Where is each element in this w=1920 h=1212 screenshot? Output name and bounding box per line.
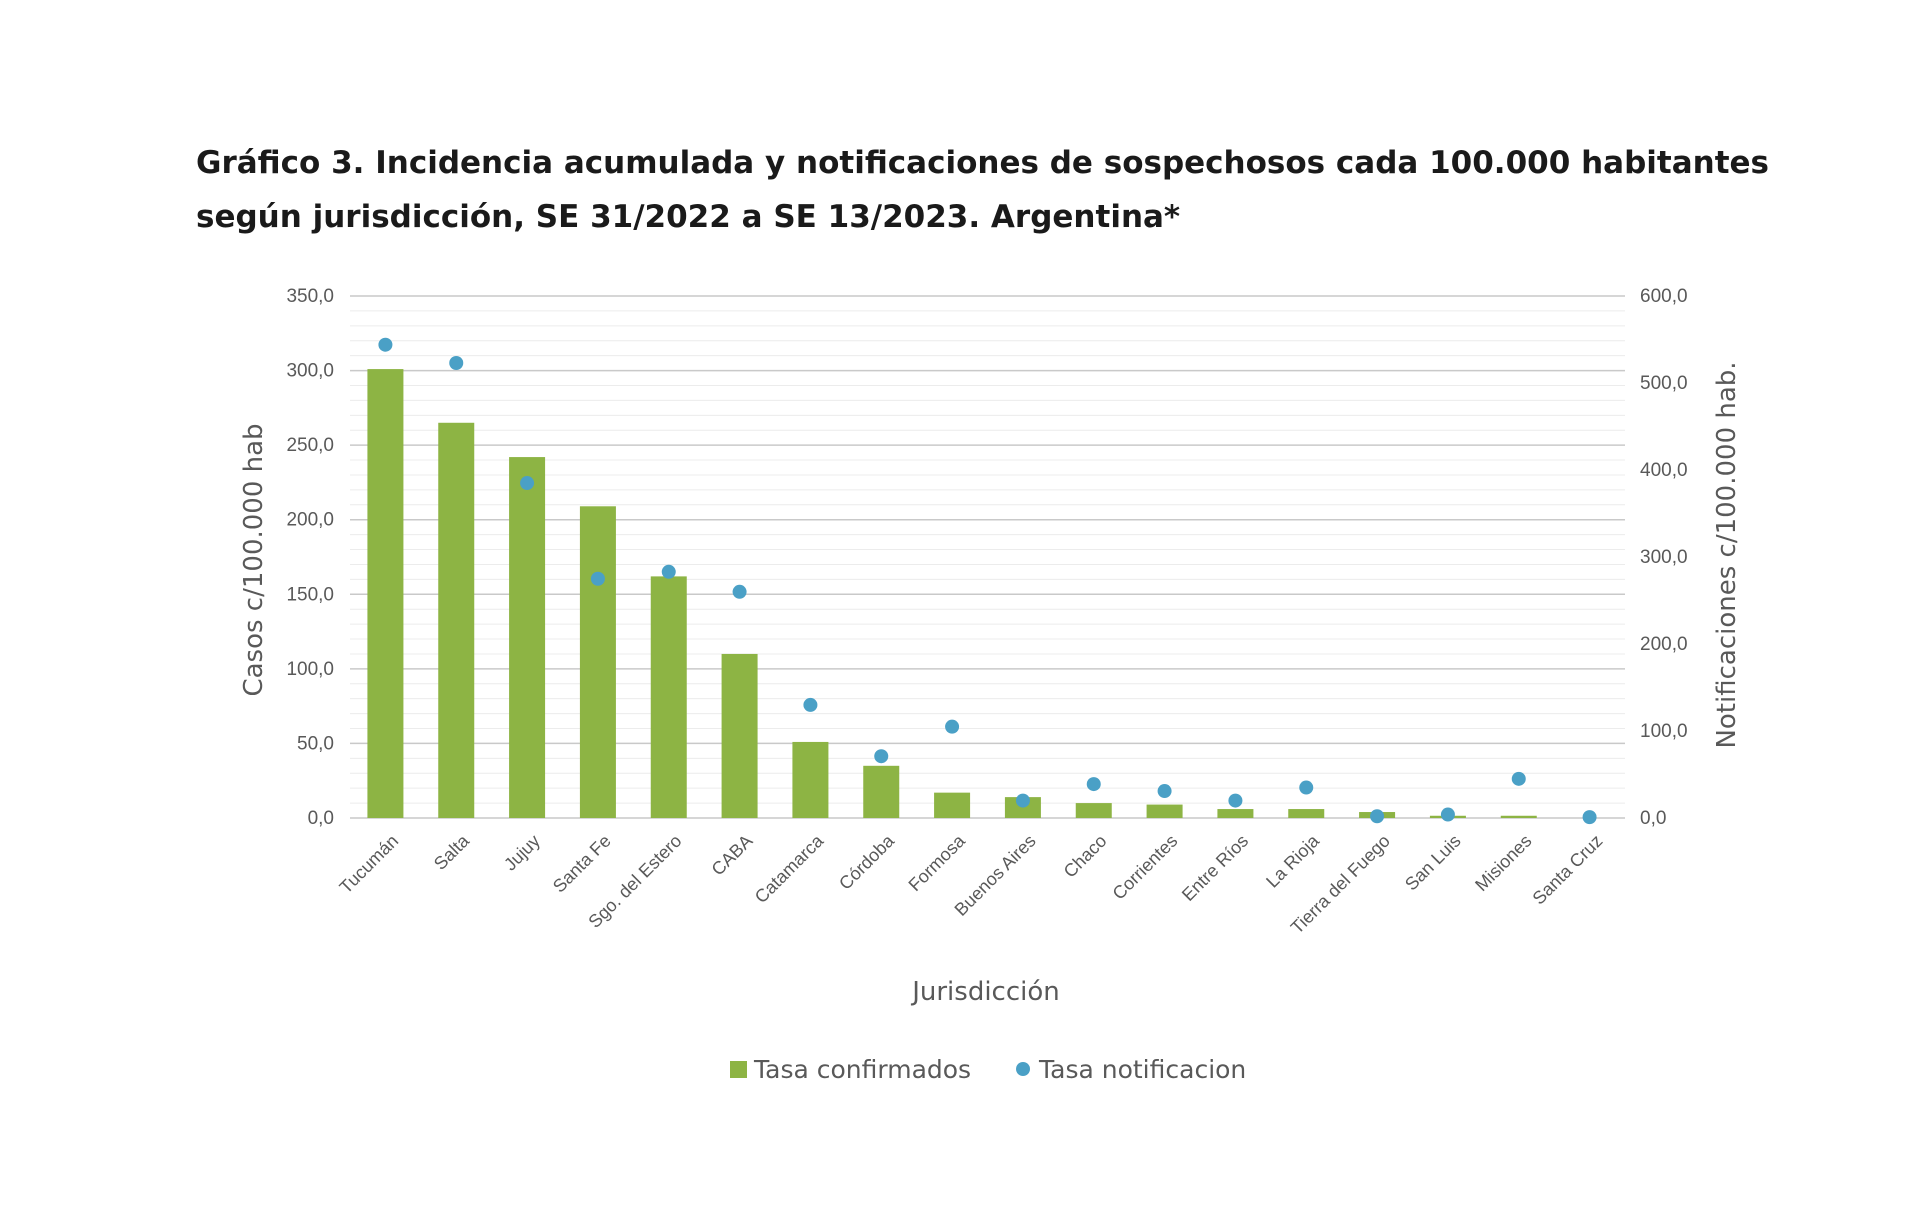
y-tick-label: 50,0: [297, 733, 334, 754]
data-point: [874, 749, 889, 764]
category-label: Jujuy: [500, 831, 544, 875]
y2-tick-label: 500,0: [1640, 373, 1688, 394]
y-tick-label: 200,0: [286, 510, 334, 531]
data-point: [945, 719, 960, 734]
y2-tick-label: 0,0: [1640, 808, 1666, 829]
bar: [1217, 809, 1254, 818]
y2-tick-label: 400,0: [1640, 460, 1688, 481]
category-label: Santa Fe: [549, 831, 615, 897]
data-point: [1015, 793, 1030, 808]
category-label: Formosa: [905, 830, 970, 895]
legend-label-notificacion: Tasa notificacion: [1038, 1055, 1246, 1084]
data-point: [1157, 784, 1172, 799]
y-tick-label: 250,0: [286, 435, 334, 456]
y2-axis-ticks: 0,0 100,0 200,0 300,0 400,0 500,0 600,0: [1640, 286, 1688, 829]
bar: [650, 576, 687, 818]
data-point: [449, 355, 464, 370]
legend-swatch-confirmados: [730, 1061, 747, 1078]
data-point: [732, 584, 747, 599]
bar-series: [367, 369, 1537, 818]
bar: [792, 741, 829, 818]
y-tick-label: 300,0: [286, 361, 334, 382]
data-point: [1440, 807, 1455, 822]
data-point: [803, 697, 818, 712]
bar: [721, 653, 758, 818]
category-label: Salta: [430, 830, 474, 874]
category-label: Chaco: [1060, 831, 1111, 882]
legend: Tasa confirmados Tasa notificacion: [730, 1055, 1246, 1084]
data-point: [1511, 771, 1526, 786]
category-label: Entre Ríos: [1178, 831, 1252, 905]
bar: [438, 422, 475, 818]
category-label: San Luis: [1401, 831, 1465, 895]
chart-title: Gráfico 3. Incidencia acumulada y notifi…: [196, 145, 1769, 235]
y-axis-ticks: 0,0 50,0 100,0 150,0 200,0 250,0 300,0 350,0: [286, 286, 334, 829]
gridlines: [350, 295, 1625, 819]
bar: [1500, 815, 1537, 818]
bar: [509, 457, 546, 818]
category-label: Córdoba: [835, 830, 899, 894]
y2-tick-label: 300,0: [1640, 547, 1688, 568]
y-axis-title: Casos c/100.000 hab: [239, 423, 269, 696]
bar: [863, 765, 900, 818]
category-label: Misiones: [1471, 831, 1535, 895]
y-tick-label: 150,0: [286, 584, 334, 605]
data-point: [1299, 780, 1314, 795]
bar: [579, 506, 616, 818]
data-point: [661, 564, 676, 579]
data-point: [378, 337, 393, 352]
category-label: Santa Cruz: [1529, 831, 1607, 909]
category-label: Corrientes: [1109, 831, 1182, 904]
data-point: [1086, 777, 1101, 792]
bar: [1288, 809, 1325, 818]
category-label: Tucumán: [336, 831, 403, 898]
y-tick-label: 100,0: [286, 659, 334, 680]
legend-swatch-notificacion: [1016, 1062, 1030, 1076]
y-tick-label: 350,0: [286, 286, 334, 307]
category-label: Catamarca: [751, 830, 828, 907]
category-label: CABA: [708, 831, 757, 880]
data-point: [1228, 793, 1243, 808]
data-point: [1370, 809, 1385, 824]
y2-tick-label: 200,0: [1640, 634, 1688, 655]
y2-tick-label: 100,0: [1640, 721, 1688, 742]
legend-label-confirmados: Tasa confirmados: [753, 1055, 971, 1084]
x-axis-title: Jurisdicción: [910, 977, 1060, 1007]
y2-axis-title: Notificaciones c/100.000 hab.: [1712, 361, 1742, 748]
bar: [1075, 803, 1112, 818]
y2-tick-label: 600,0: [1640, 286, 1688, 307]
y-tick-label: 0,0: [308, 808, 334, 829]
data-point: [520, 476, 535, 491]
bar: [934, 792, 971, 818]
bar: [367, 369, 404, 818]
data-point: [590, 571, 605, 586]
scatter-series: [378, 337, 1597, 825]
category-label: La Rioja: [1262, 830, 1324, 892]
data-point: [1582, 810, 1597, 825]
bar: [1146, 804, 1183, 818]
